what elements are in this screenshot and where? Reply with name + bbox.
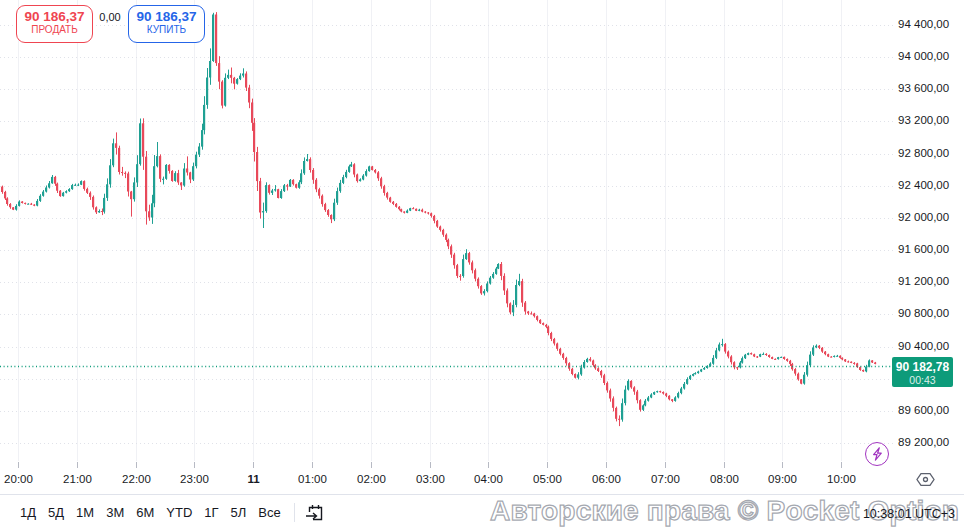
price-axis-label: 94 400,00: [898, 18, 949, 30]
price-axis-label: 94 000,00: [898, 50, 949, 62]
time-label: 22:00: [122, 473, 151, 485]
goto-date-button[interactable]: [305, 503, 325, 523]
clock: 10:38:01 UTC+3: [863, 507, 955, 521]
price-axis-label: 91 200,00: [898, 275, 949, 287]
time-label: 08:00: [710, 473, 739, 485]
time-label: 21:00: [63, 473, 92, 485]
price-axis-label: 89 600,00: [898, 404, 949, 416]
range-3М[interactable]: 3М: [100, 501, 130, 524]
price-axis-label: 92 000,00: [898, 211, 949, 223]
range-5Д[interactable]: 5Д: [42, 501, 70, 524]
time-label: 04:00: [474, 473, 503, 485]
range-items: 1Д5Д1М3М6МYTD1Г5ЛВсе: [14, 501, 287, 524]
time-label: 05:00: [533, 473, 562, 485]
time-label: 02:00: [357, 473, 386, 485]
buy-price: 90 186,37: [129, 9, 204, 24]
current-price-value: 90 182,78: [892, 360, 953, 374]
range-1Г[interactable]: 1Г: [198, 501, 224, 524]
price-axis-label: 92 400,00: [898, 179, 949, 191]
time-label: 07:00: [651, 473, 680, 485]
range-5Л[interactable]: 5Л: [225, 501, 253, 524]
price-axis-label: 90 800,00: [898, 307, 949, 319]
sell-price: 90 186,37: [17, 9, 92, 24]
time-label: 10:00: [827, 473, 856, 485]
time-label: 11: [247, 473, 259, 485]
trade-buttons: 90 186,37 ПРОДАТЬ 0,00 90 186,37 КУПИТЬ: [0, 0, 240, 50]
price-axis-label: 92 800,00: [898, 147, 949, 159]
spread-value: 0,00: [94, 11, 126, 23]
time-label: 09:00: [768, 473, 797, 485]
time-label: 06:00: [592, 473, 621, 485]
sell-label: ПРОДАТЬ: [17, 24, 92, 35]
countdown-timer: 00:43: [892, 374, 953, 386]
price-chart[interactable]: [0, 0, 964, 530]
time-label: 20:00: [4, 473, 33, 485]
range-1Д[interactable]: 1Д: [14, 501, 42, 524]
range-1М[interactable]: 1М: [70, 501, 100, 524]
price-axis-label: 93 600,00: [898, 82, 949, 94]
buy-label: КУПИТЬ: [129, 24, 204, 35]
time-label: 01:00: [298, 473, 327, 485]
lightning-button[interactable]: [865, 442, 889, 466]
price-axis-label: 90 400,00: [898, 340, 949, 352]
lightning-icon: [871, 447, 884, 461]
price-axis-label: 93 200,00: [898, 114, 949, 126]
sell-button[interactable]: 90 186,37 ПРОДАТЬ: [16, 5, 93, 43]
buy-button[interactable]: 90 186,37 КУПИТЬ: [128, 5, 205, 43]
calendar-icon: [305, 503, 325, 523]
trading-chart-app: 94 400,00 94 000,00 93 600,00 93 200,00 92 8…: [0, 0, 964, 530]
toolbar-separator: [294, 503, 295, 522]
price-axis-label: 89 200,00: [898, 436, 949, 448]
current-price-label: 90 182,78 00:43: [892, 357, 953, 387]
range-toolbar: 1Д5Д1М3М6МYTD1Г5ЛВсе: [0, 494, 964, 530]
range-Все[interactable]: Все: [252, 501, 286, 524]
time-label: 23:00: [180, 473, 209, 485]
price-axis-label: 91 600,00: [898, 243, 949, 255]
range-6М[interactable]: 6М: [130, 501, 160, 524]
eye-icon[interactable]: [915, 472, 936, 487]
range-YTD[interactable]: YTD: [160, 501, 198, 524]
time-label: 03:00: [416, 473, 445, 485]
